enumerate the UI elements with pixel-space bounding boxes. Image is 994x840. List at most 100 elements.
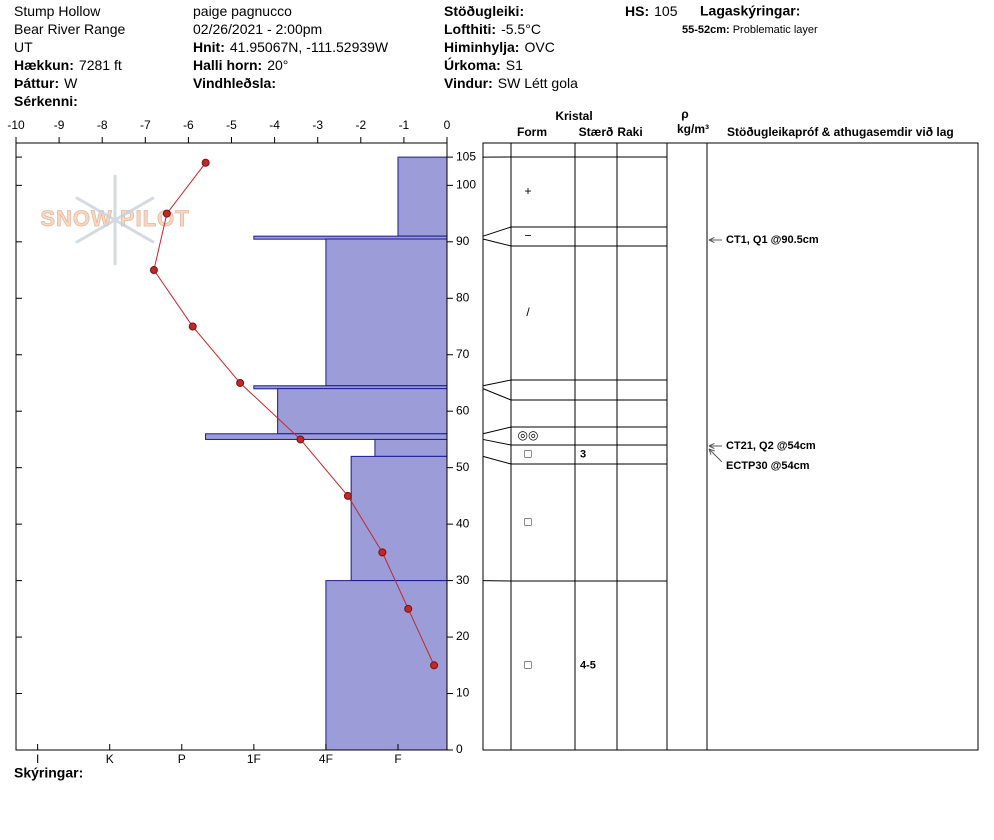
- grain-size: 3: [580, 448, 586, 460]
- field-value: W: [64, 75, 78, 91]
- grain-form: □: [524, 658, 531, 672]
- field-value: OVC: [524, 39, 554, 55]
- field-label: Hækkun:: [14, 57, 74, 73]
- header-field: Stöðugleiki:: [444, 3, 524, 19]
- legend-text: Problematic layer: [733, 24, 818, 36]
- y-tick-label: 60: [456, 403, 470, 417]
- temperature-point: [296, 435, 305, 444]
- header-field: Hækkun: 7281 ft: [14, 57, 122, 73]
- grain-form: −: [524, 229, 531, 243]
- temperature-point: [162, 209, 171, 218]
- field-value: SW Létt gola: [498, 75, 578, 91]
- column-header: Stærð: [579, 125, 614, 139]
- x-tick-label: -6: [183, 118, 194, 132]
- header-field: paige pagnucco: [193, 3, 292, 19]
- hardness-tick-label: 1F: [247, 752, 261, 766]
- header-field: Lofthiti: -5.5°C: [444, 21, 541, 37]
- column-header: ρ: [681, 107, 688, 121]
- layer-connector: [482, 388, 512, 401]
- column-header: kg/m³: [677, 122, 709, 136]
- grain-size: 4-5: [580, 659, 596, 671]
- y-tick-label: 30: [456, 573, 470, 587]
- header-field: Hnit: 41.95067N, -111.52939W: [193, 39, 389, 55]
- y-tick-label: 105: [456, 149, 476, 163]
- hardness-bar: [325, 580, 448, 751]
- grain-form: +: [524, 184, 531, 198]
- column-header: Raki: [617, 125, 642, 139]
- field-label: Stöðugleiki:: [444, 3, 524, 19]
- stability-test: CT1, Q1 @90.5cm: [726, 234, 819, 246]
- header-field: Halli horn: 20°: [193, 57, 288, 73]
- field-value: Bear River Range: [14, 21, 125, 37]
- temperature-point: [236, 378, 245, 387]
- temperature-point: [343, 491, 352, 500]
- header-field: HS: 105: [625, 3, 678, 19]
- stability-test: ECTP30 @54cm: [726, 460, 810, 472]
- header-field: Vindhleðsla:: [193, 75, 276, 91]
- grain-form: □: [524, 515, 531, 529]
- x-tick-label: -4: [269, 118, 280, 132]
- header-field: Sérkenni:: [14, 93, 78, 109]
- field-label: Hnit:: [193, 39, 225, 55]
- field-label: Úrkoma:: [444, 56, 501, 73]
- x-tick-label: -3: [312, 118, 323, 132]
- header-field: UT: [14, 39, 33, 55]
- temperature-point: [404, 604, 413, 613]
- x-tick-label: 0: [444, 118, 451, 132]
- layer-connector: [482, 455, 512, 465]
- header-field: Vindur: SW Létt gola: [444, 75, 578, 91]
- y-tick-label: 50: [456, 460, 470, 474]
- temperature-point: [378, 548, 387, 557]
- temperature-line: [153, 162, 435, 666]
- arrow-head: [708, 442, 715, 450]
- layer-connector: [482, 379, 512, 387]
- hardness-bar: [205, 433, 448, 440]
- hardness-tick-label: K: [106, 752, 114, 766]
- hardness-tick-label: 4F: [319, 752, 333, 766]
- arrow-head: [708, 236, 715, 244]
- notes-label: Skýringar:: [14, 765, 83, 781]
- x-tick-label: -9: [54, 118, 65, 132]
- temperature-point: [430, 661, 439, 670]
- legend-range: 55-52cm:: [682, 24, 730, 36]
- flake-arm: [114, 218, 155, 244]
- flake-arm: [75, 196, 116, 222]
- y-tick-label: 20: [456, 629, 470, 643]
- x-tick-label: -5: [226, 118, 237, 132]
- layer-connector: [482, 426, 512, 435]
- field-label: Halli horn:: [193, 57, 262, 73]
- header-field: Himinhylja: OVC: [444, 39, 555, 55]
- field-value: -5.5°C: [501, 21, 541, 37]
- field-label: Þáttur:: [14, 75, 59, 91]
- field-label: Vindur:: [444, 75, 493, 91]
- y-tick-label: 80: [456, 290, 470, 304]
- field-value: S1: [506, 57, 523, 73]
- header-field: Bear River Range: [14, 21, 125, 37]
- y-tick-label: 70: [456, 347, 470, 361]
- y-tick-label: 40: [456, 516, 470, 530]
- field-value: 105: [654, 3, 678, 19]
- x-tick-label: -8: [97, 118, 108, 132]
- grain-form: ◎◎: [518, 428, 539, 442]
- column-header: Form: [517, 125, 547, 139]
- hardness-tick-label: P: [178, 752, 186, 766]
- header-field: 02/26/2021 - 2:00pm: [193, 21, 322, 37]
- field-label: Himinhylja:: [444, 39, 519, 55]
- grain-form: □: [524, 447, 531, 461]
- field-value: 20°: [267, 57, 288, 73]
- x-tick-label: -2: [355, 118, 366, 132]
- temperature-point: [149, 266, 158, 275]
- field-label: Lofthiti:: [444, 21, 496, 37]
- layer-connector: [482, 438, 512, 446]
- field-label: Sérkenni:: [14, 93, 78, 109]
- x-tick-label: -7: [140, 118, 151, 132]
- legend-title: Lagaskýringar:: [700, 3, 800, 19]
- field-value: Stump Hollow: [14, 3, 101, 19]
- test-arrow: [708, 448, 723, 463]
- field-label: Vindhleðsla:: [193, 75, 276, 91]
- y-tick-label: 10: [456, 686, 470, 700]
- stability-test: CT21, Q2 @54cm: [726, 440, 816, 452]
- header-field: Úrkoma: S1: [444, 56, 523, 73]
- legend-item: 55-52cm: Problematic layer: [682, 24, 818, 36]
